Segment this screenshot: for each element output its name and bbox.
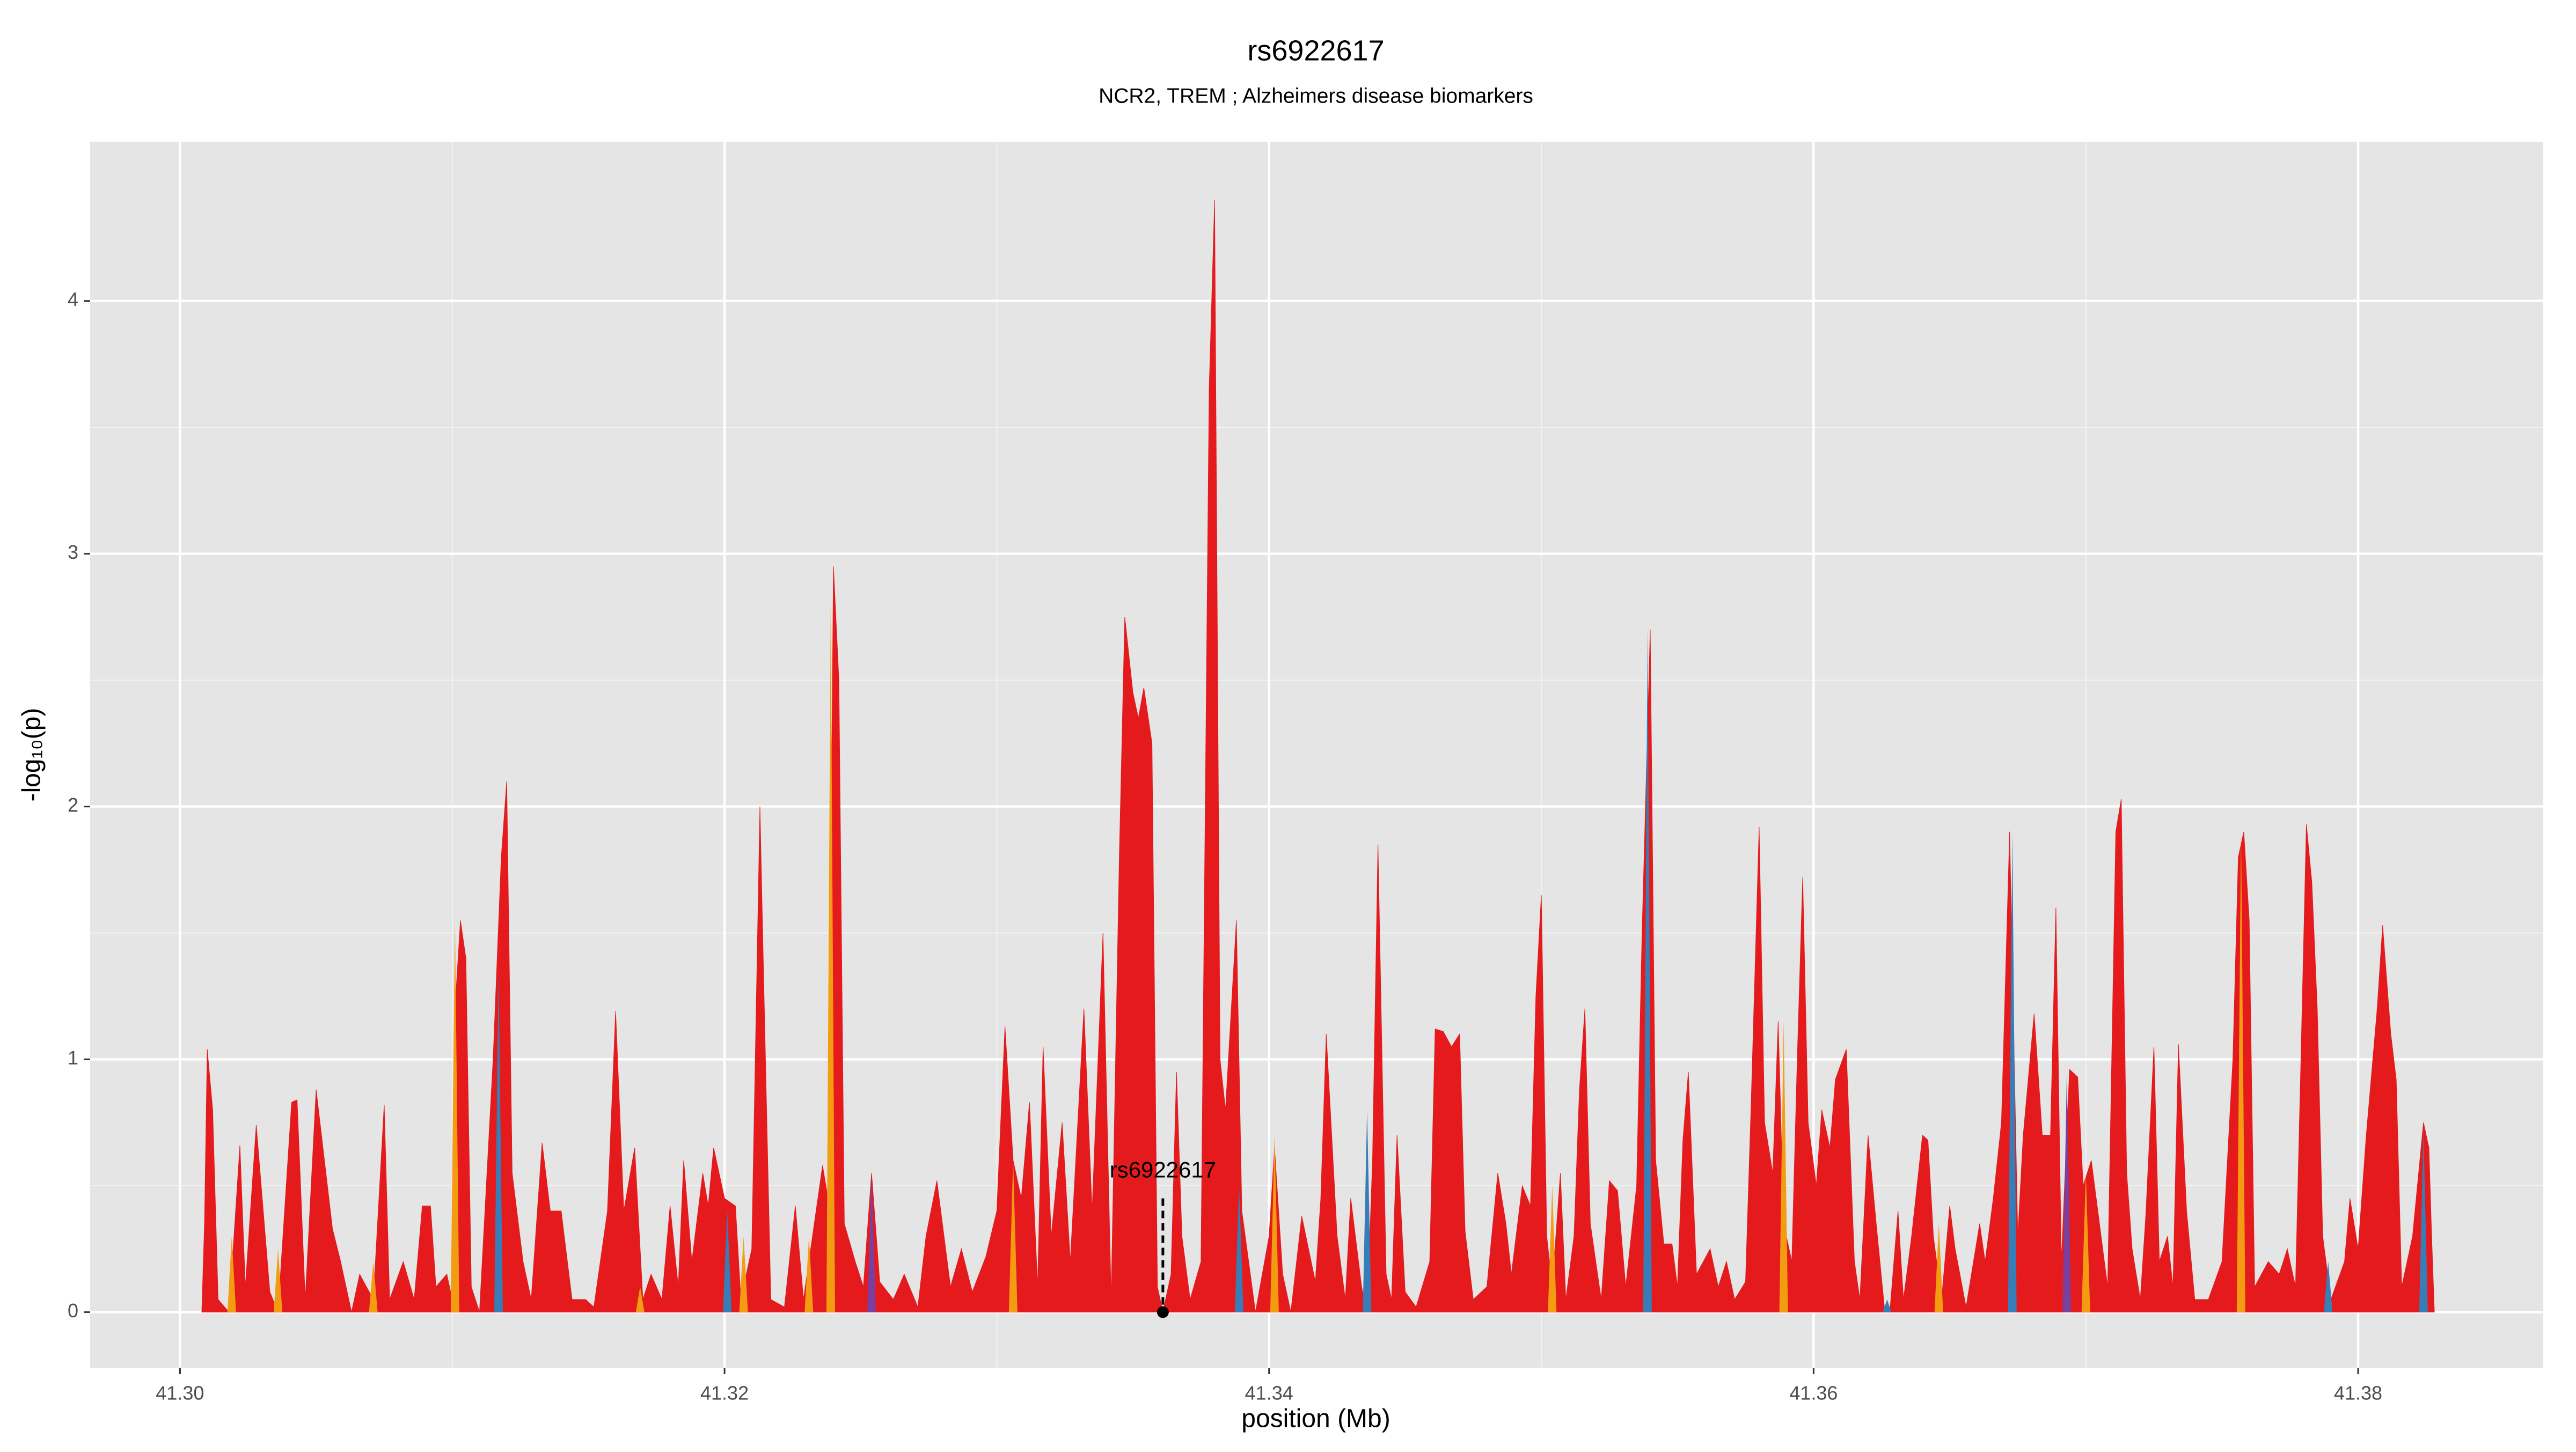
spike: [867, 1173, 876, 1312]
spike: [1363, 1110, 1372, 1312]
x-axis-title: position (Mb): [1241, 1405, 1390, 1433]
spike: [826, 604, 835, 1312]
annotation-label: rs6922617: [1110, 1157, 1217, 1183]
x-tick-label: 41.34: [1245, 1382, 1293, 1404]
y-tick-label: 3: [68, 541, 78, 563]
spike: [1779, 1021, 1788, 1312]
spike: [2081, 1173, 2090, 1312]
spike: [1883, 1299, 1892, 1312]
y-tick-label: 0: [68, 1300, 78, 1322]
spike: [723, 1211, 732, 1312]
spike: [2324, 1261, 2333, 1312]
y-tick-label: 4: [68, 288, 78, 310]
annotation-point: [1157, 1306, 1169, 1318]
spike: [227, 1236, 236, 1312]
spike: [635, 1287, 645, 1312]
spike: [494, 971, 503, 1312]
chart-title: rs6922617: [1247, 34, 1384, 67]
spike: [450, 920, 459, 1312]
spike: [1234, 1185, 1243, 1312]
x-tick-label: 41.30: [156, 1382, 204, 1404]
area: [201, 200, 2435, 1313]
x-tick-label: 41.32: [700, 1382, 749, 1404]
y-axis-title: -log₁₀(p): [18, 708, 46, 802]
chart-subtitle: NCR2, TREM ; Alzheimers disease biomarke…: [1099, 84, 1533, 107]
spike: [2236, 831, 2245, 1312]
x-tick-label: 41.38: [2334, 1382, 2382, 1404]
y-tick-label: 1: [68, 1047, 78, 1069]
spike: [1270, 1135, 1279, 1312]
spike: [2419, 1130, 2428, 1312]
spike: [1934, 1223, 1943, 1312]
spike: [804, 1236, 814, 1312]
spike: [2008, 831, 2017, 1312]
spike: [1643, 629, 1652, 1312]
spike: [1548, 1185, 1557, 1312]
marks: rs6922617: [201, 200, 2435, 1318]
axes: 41.30 41.32 41.34 41.36 41.38 0 1 2 3 4: [68, 288, 2382, 1404]
spike: [274, 1249, 283, 1312]
spike: [369, 1261, 378, 1312]
spike: [1008, 1160, 1018, 1312]
x-tick-label: 41.36: [1789, 1382, 1838, 1404]
spike: [739, 1236, 748, 1312]
spike: [2062, 1072, 2072, 1312]
y-tick-label: 2: [68, 794, 78, 816]
